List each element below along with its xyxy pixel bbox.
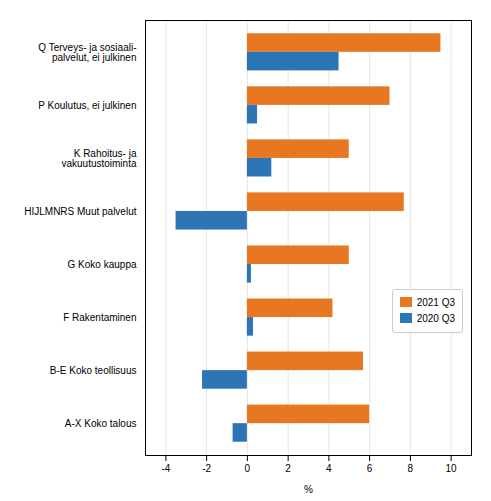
html-text:2021 Q3: 2021 Q3 <box>416 297 455 309</box>
svg-text:8: 8 <box>408 463 414 474</box>
svg-text:-2: -2 <box>202 463 211 474</box>
svg-text:F Rakentaminen: F Rakentaminen <box>63 312 136 323</box>
svg-text:2: 2 <box>285 463 291 474</box>
svg-text:K Rahoitus- javakuutustoiminta: K Rahoitus- javakuutustoiminta <box>61 148 136 169</box>
svg-text:P Koulutus, ei julkinen: P Koulutus, ei julkinen <box>38 100 136 111</box>
svg-text:A-X Koko talous: A-X Koko talous <box>65 418 137 429</box>
svg-text:Q Terveys- ja sosiaali-palvelu: Q Terveys- ja sosiaali-palvelut, ei julk… <box>38 42 136 63</box>
svg-text:0: 0 <box>245 463 251 474</box>
svg-text:6: 6 <box>367 463 373 474</box>
svg-text:HIJLMNRS Muut palvelut: HIJLMNRS Muut palvelut <box>24 206 136 217</box>
svg-text:%: % <box>304 484 313 495</box>
svg-text:B-E Koko teollisuus: B-E Koko teollisuus <box>50 365 137 376</box>
svg-text:G Koko kauppa: G Koko kauppa <box>68 259 137 270</box>
svg-text:10: 10 <box>446 463 458 474</box>
svg-text:-4: -4 <box>161 463 170 474</box>
svg-text:4: 4 <box>326 463 332 474</box>
html-text:2020 Q3: 2020 Q3 <box>416 313 455 325</box>
